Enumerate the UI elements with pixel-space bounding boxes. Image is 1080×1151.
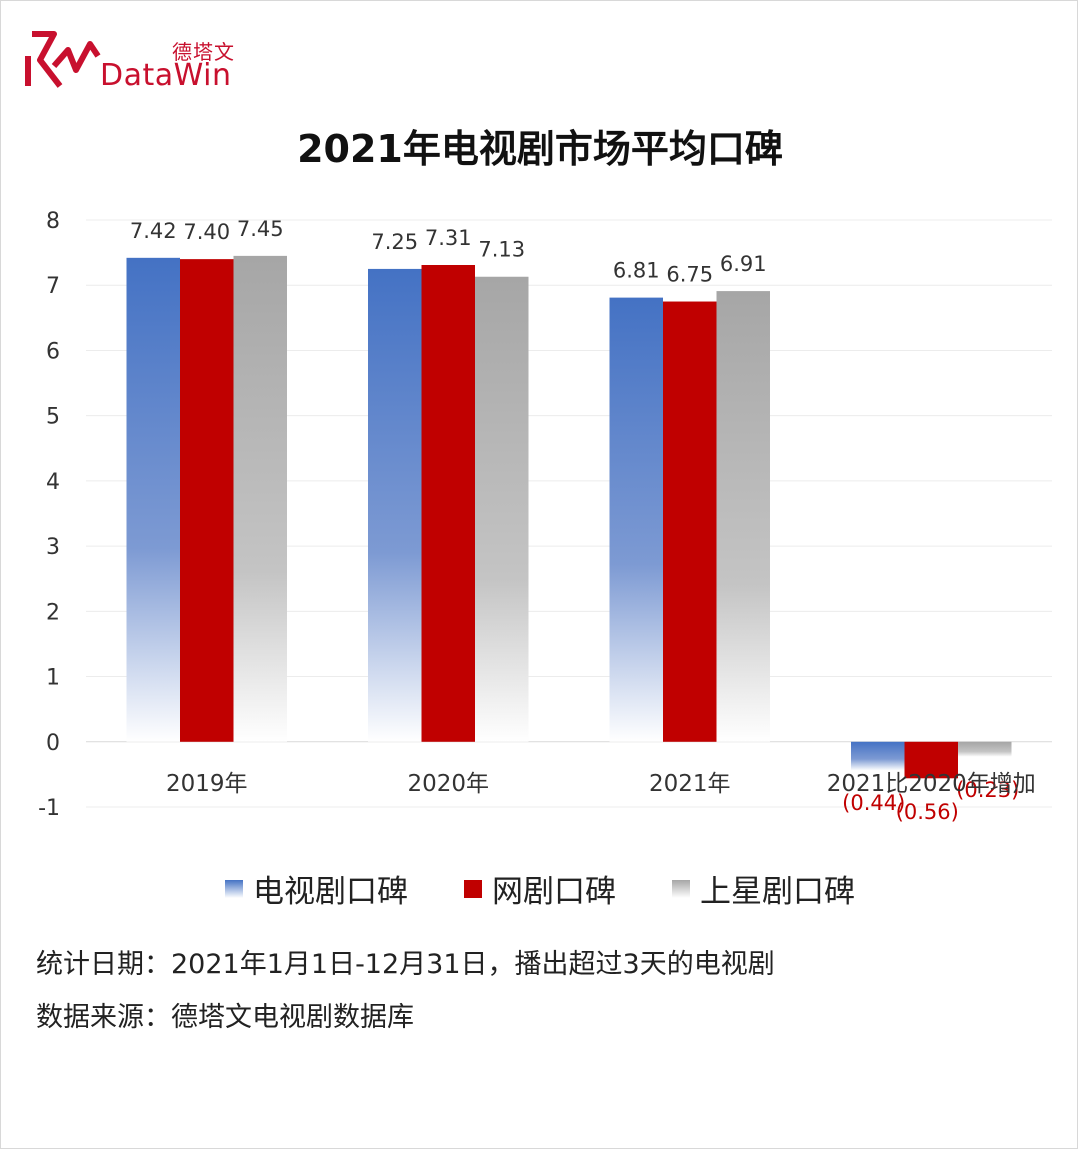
x-category-label: 2021比2020年增加	[827, 771, 1036, 797]
data-label: 7.31	[425, 226, 472, 250]
y-tick-label: 1	[46, 666, 60, 691]
data-label: 6.75	[666, 263, 713, 287]
data-label: 7.42	[130, 219, 177, 243]
bar	[904, 741, 958, 779]
x-category-label: 2021年	[649, 771, 731, 797]
data-labels: 7.42 7.40 7.45 7.25 7.31 7.13 6.81 6.75 6.91 (0.4…	[130, 217, 1019, 824]
legend: 电视剧口碑 网剧口碑 上星剧口碑	[0, 866, 1080, 911]
y-tick-label: 8	[46, 209, 60, 234]
x-axis-categories: 2019年 2020年 2021年 2021比2020年增加	[166, 771, 1036, 797]
data-label: 6.91	[720, 252, 767, 276]
bar	[958, 741, 1012, 757]
bar	[233, 255, 287, 742]
data-label: 6.81	[613, 259, 660, 283]
y-tick-label: -1	[38, 796, 60, 821]
source-note: 数据来源：德塔文电视剧数据库	[36, 1002, 414, 1033]
bar	[609, 297, 663, 742]
bar-chart: -1 0 1 2 3 4 5 6 7 8 7.42 7.40 7.45 7.25 7.31 7.13 6.81…	[38, 209, 1052, 824]
data-label: (0.44)	[842, 791, 905, 815]
bar	[421, 265, 475, 742]
data-label: 7.40	[183, 220, 230, 244]
legend-label-satellite: 上星剧口碑	[700, 874, 855, 910]
legend-item-tv: 电视剧口碑	[225, 866, 408, 911]
bar	[180, 259, 234, 742]
data-label: (0.23)	[956, 778, 1019, 802]
legend-label-web: 网剧口碑	[492, 874, 616, 910]
bar	[475, 276, 529, 742]
legend-swatch-red	[464, 879, 482, 898]
datawin-logo	[24, 26, 244, 96]
period-note: 统计日期：2021年1月1日-12月31日，播出超过3天的电视剧	[36, 949, 775, 980]
x-category-label: 2020年	[407, 771, 489, 797]
bar	[663, 301, 717, 742]
legend-label-tv: 电视剧口碑	[253, 874, 408, 910]
legend-swatch-blue	[225, 879, 243, 898]
y-axis-ticks: -1 0 1 2 3 4 5 6 7 8	[38, 209, 60, 821]
data-label: 7.13	[478, 238, 525, 262]
bar	[368, 268, 422, 742]
logo-text-en: DataWin	[100, 58, 232, 93]
legend-item-web: 网剧口碑	[464, 866, 616, 911]
bar-series	[126, 255, 1012, 779]
y-tick-label: 5	[46, 405, 60, 430]
y-tick-label: 6	[46, 339, 60, 364]
y-tick-label: 7	[46, 274, 60, 299]
logo-text-cn: 德塔文	[172, 40, 235, 64]
data-label: 7.25	[371, 230, 418, 254]
y-tick-label: 4	[46, 470, 60, 495]
data-label: 7.45	[237, 217, 284, 241]
legend-swatch-gray	[672, 879, 690, 898]
bar	[126, 257, 180, 742]
logo-mark-icon	[25, 31, 101, 88]
y-tick-label: 0	[46, 731, 60, 756]
legend-item-satellite: 上星剧口碑	[672, 866, 855, 911]
x-category-label: 2019年	[166, 771, 248, 797]
bar	[716, 291, 770, 742]
y-tick-label: 2	[46, 600, 60, 625]
chart-title: 2021年电视剧市场平均口碑	[297, 127, 783, 171]
y-tick-label: 3	[46, 535, 60, 560]
bar	[851, 741, 905, 771]
data-label: (0.56)	[896, 800, 959, 824]
